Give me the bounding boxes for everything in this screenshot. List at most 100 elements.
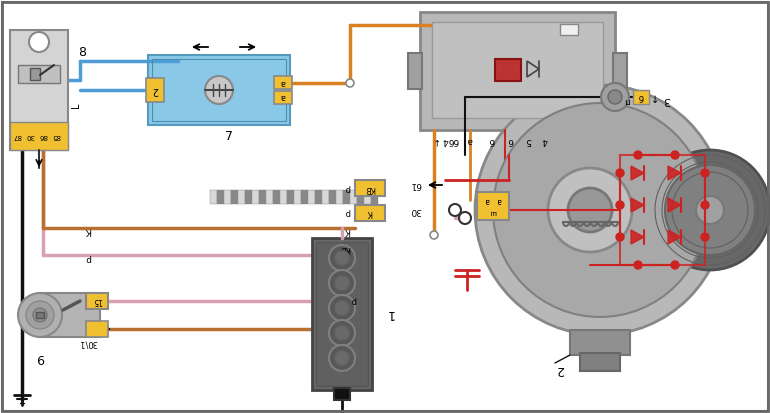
Circle shape xyxy=(608,90,622,104)
Bar xyxy=(152,59,286,121)
Text: р: р xyxy=(345,183,350,192)
Text: К: К xyxy=(367,209,373,218)
Bar xyxy=(210,190,217,204)
Circle shape xyxy=(665,165,755,255)
Bar xyxy=(266,190,273,204)
Circle shape xyxy=(430,231,438,239)
Text: 5: 5 xyxy=(525,135,531,145)
Circle shape xyxy=(329,345,355,371)
Circle shape xyxy=(329,270,355,296)
Text: К: К xyxy=(344,225,350,235)
Circle shape xyxy=(346,79,354,87)
Circle shape xyxy=(335,326,349,340)
Bar xyxy=(274,91,292,104)
Bar xyxy=(613,53,627,89)
Text: р: р xyxy=(345,209,350,218)
Text: 30\1: 30\1 xyxy=(79,339,97,347)
Text: 85: 85 xyxy=(52,133,60,139)
Bar xyxy=(252,190,259,204)
Polygon shape xyxy=(631,198,644,212)
Bar xyxy=(560,24,578,35)
Text: 30: 30 xyxy=(410,206,422,214)
Polygon shape xyxy=(668,230,681,244)
Text: 1: 1 xyxy=(386,308,394,320)
Circle shape xyxy=(616,169,624,177)
Text: ↓: ↓ xyxy=(651,95,659,105)
Circle shape xyxy=(29,32,49,52)
Bar xyxy=(432,22,603,118)
Circle shape xyxy=(650,150,770,270)
Bar xyxy=(10,30,68,150)
Bar xyxy=(40,293,100,337)
Text: 86: 86 xyxy=(38,133,48,139)
Circle shape xyxy=(26,301,54,329)
Circle shape xyxy=(329,295,355,321)
Text: 9: 9 xyxy=(36,351,44,363)
Polygon shape xyxy=(631,230,644,244)
Text: п: п xyxy=(624,95,630,104)
Text: а: а xyxy=(484,195,490,204)
Circle shape xyxy=(568,188,612,232)
Bar xyxy=(477,192,509,220)
Bar xyxy=(336,190,343,204)
Text: 61: 61 xyxy=(410,180,422,190)
Text: 4: 4 xyxy=(542,135,547,145)
Bar xyxy=(343,190,350,204)
Text: а: а xyxy=(280,78,286,88)
Bar xyxy=(420,12,615,130)
Bar xyxy=(316,242,368,386)
Bar xyxy=(371,190,378,204)
Bar xyxy=(315,190,322,204)
Bar xyxy=(329,190,336,204)
Bar xyxy=(620,155,705,265)
Circle shape xyxy=(449,204,461,216)
Circle shape xyxy=(701,169,709,177)
Circle shape xyxy=(671,151,679,159)
Text: 15: 15 xyxy=(92,297,102,306)
Circle shape xyxy=(205,76,233,104)
Bar xyxy=(280,190,287,204)
Polygon shape xyxy=(668,166,681,180)
Text: а: а xyxy=(497,195,501,204)
Bar xyxy=(294,190,301,204)
Circle shape xyxy=(616,201,624,209)
Circle shape xyxy=(329,320,355,346)
Bar xyxy=(355,180,385,196)
Bar xyxy=(224,190,231,204)
Bar xyxy=(322,190,329,204)
Bar xyxy=(287,190,294,204)
Circle shape xyxy=(616,233,624,241)
Text: 2: 2 xyxy=(152,85,158,95)
Bar xyxy=(408,53,422,89)
Circle shape xyxy=(548,168,632,252)
Text: б: б xyxy=(638,93,644,102)
Bar xyxy=(633,90,649,104)
Circle shape xyxy=(701,233,709,241)
Bar xyxy=(580,353,620,371)
Bar xyxy=(364,190,371,204)
Polygon shape xyxy=(631,166,644,180)
Circle shape xyxy=(493,103,707,317)
Text: КВ: КВ xyxy=(365,183,375,192)
Bar xyxy=(18,65,60,83)
Bar xyxy=(350,190,357,204)
Text: р: р xyxy=(351,297,357,306)
Text: 7: 7 xyxy=(225,131,233,143)
Text: б: б xyxy=(489,135,495,145)
Text: а: а xyxy=(467,135,473,145)
Circle shape xyxy=(634,261,642,269)
Text: 30: 30 xyxy=(25,133,35,139)
Circle shape xyxy=(459,212,471,224)
Bar xyxy=(273,190,280,204)
Bar xyxy=(357,190,364,204)
Text: р: р xyxy=(85,254,91,263)
Text: б64: б64 xyxy=(441,135,458,145)
Text: а: а xyxy=(280,93,286,102)
Bar xyxy=(30,68,40,80)
Text: 6: 6 xyxy=(507,135,513,145)
Bar xyxy=(36,312,44,318)
Text: К: К xyxy=(85,226,91,235)
Bar xyxy=(86,321,108,337)
Circle shape xyxy=(329,245,355,271)
Bar xyxy=(231,190,238,204)
